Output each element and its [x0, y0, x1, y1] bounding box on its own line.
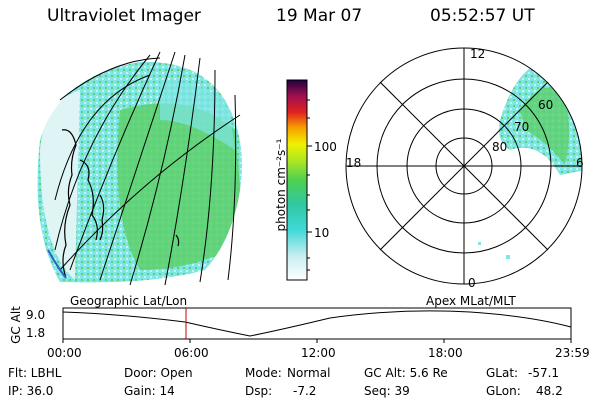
glat-label: GLat: — [486, 366, 519, 380]
dsp-value: -7.2 — [293, 384, 317, 398]
mode-label: Mode: — [245, 366, 282, 380]
glon-value: 48.2 — [536, 384, 563, 398]
instrument-title: Ultraviolet Imager — [47, 6, 201, 26]
gain-info: Gain: 14 — [124, 384, 175, 398]
x-tick-0600: 06:00 — [174, 346, 209, 360]
ip-info: IP: 36.0 — [8, 384, 54, 398]
gc-alt-axis-label: GC Alt — [9, 306, 23, 344]
colorbar-tick-100: 100 — [314, 140, 337, 154]
x-tick-2359: 23:59 — [555, 346, 590, 360]
lat-label-60: 60 — [538, 98, 554, 112]
mlt-label-12: 12 — [470, 47, 486, 61]
lat-label-70: 70 — [514, 120, 530, 134]
date-label: 19 Mar 07 — [276, 6, 363, 26]
mlt-label-0: 0 — [468, 276, 476, 290]
polar-plot — [345, 47, 583, 285]
seq-info: Seq: 39 — [364, 384, 410, 398]
earth-image — [37, 51, 243, 286]
colorbar — [286, 79, 312, 281]
door-info: Door: Open — [124, 366, 193, 380]
mlt-label-6: 6 — [576, 156, 584, 170]
apex-title: Apex MLat/MLT — [426, 294, 516, 308]
y-tick-9: 9.0 — [26, 308, 46, 322]
glat-value: -57.1 — [528, 366, 560, 380]
gc-alt-info: GC Alt: 5.6 Re — [364, 366, 448, 380]
x-tick-1800: 18:00 — [428, 346, 463, 360]
lat-label-80: 80 — [492, 140, 508, 154]
mode-value: Normal — [287, 366, 331, 380]
filter-info: Flt: LBHL — [8, 366, 62, 380]
x-tick-1200: 12:00 — [301, 346, 336, 360]
colorbar-tick-10: 10 — [314, 226, 330, 240]
time-label: 05:52:57 UT — [430, 6, 535, 26]
dsp-label: Dsp: — [245, 384, 273, 398]
glon-label: GLon: — [486, 384, 521, 398]
mlt-label-18: 18 — [346, 156, 362, 170]
altitude-timeline — [62, 307, 572, 343]
geographic-title: Geographic Lat/Lon — [70, 294, 188, 308]
y-tick-1-8: 1.8 — [26, 326, 46, 340]
colorbar-unit-label: photon cm⁻²s⁻¹ — [274, 138, 288, 232]
x-tick-0000: 00:00 — [47, 346, 82, 360]
